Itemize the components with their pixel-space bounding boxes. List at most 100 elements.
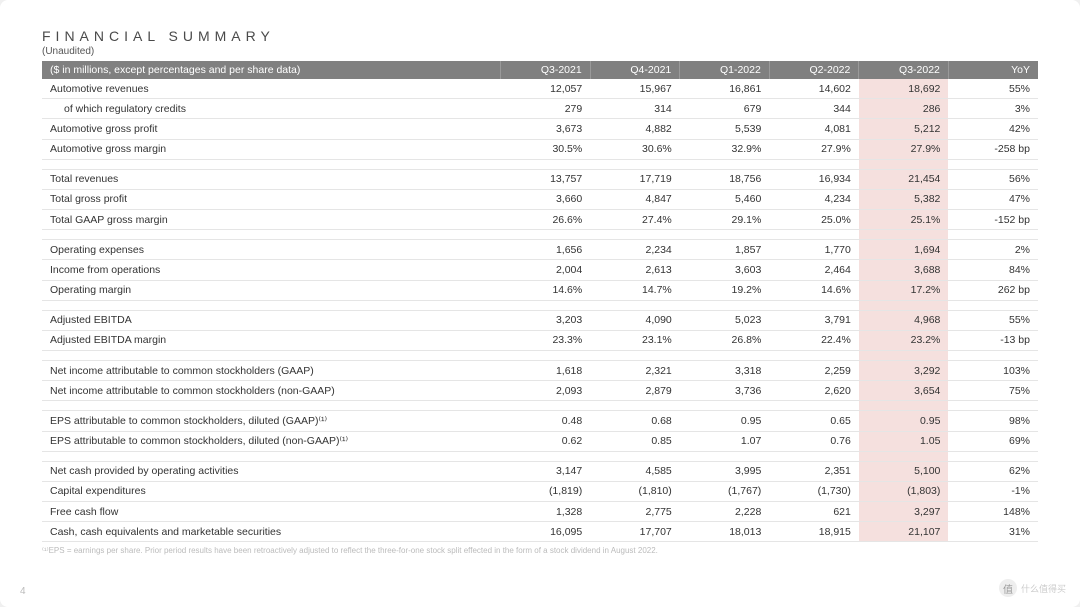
cell: 4,585 [590, 461, 680, 481]
cell: 18,756 [680, 169, 770, 189]
cell: 3,688 [859, 260, 949, 280]
table-row: Net income attributable to common stockh… [42, 361, 1038, 381]
cell: 5,382 [859, 189, 949, 209]
cell: 3,660 [501, 189, 591, 209]
cell: 0.85 [590, 431, 680, 451]
table-row: Automotive gross profit3,6734,8825,5394,… [42, 119, 1038, 139]
cell: 2,613 [590, 260, 680, 280]
cell: 21,454 [859, 169, 949, 189]
cell: -1% [948, 481, 1038, 501]
row-label: Automotive revenues [42, 79, 501, 99]
cell: 4,081 [769, 119, 859, 139]
cell: 2,879 [590, 381, 680, 401]
cell: 18,915 [769, 522, 859, 542]
cell: 1,618 [501, 361, 591, 381]
table-row: Operating expenses1,6562,2341,8571,7701,… [42, 240, 1038, 260]
table-row: Adjusted EBITDA margin23.3%23.1%26.8%22.… [42, 330, 1038, 350]
cell: 22.4% [769, 330, 859, 350]
row-label: Automotive gross margin [42, 139, 501, 159]
cell: 98% [948, 411, 1038, 431]
cell: 18,692 [859, 79, 949, 99]
row-label: Free cash flow [42, 502, 501, 522]
cell: 2,004 [501, 260, 591, 280]
table-row [42, 300, 1038, 310]
table-row: Operating margin14.6%14.7%19.2%14.6%17.2… [42, 280, 1038, 300]
table-row [42, 451, 1038, 461]
cell: 3,318 [680, 361, 770, 381]
cell: 0.95 [680, 411, 770, 431]
cell: 3,147 [501, 461, 591, 481]
cell: 344 [769, 99, 859, 119]
cell: 3,791 [769, 310, 859, 330]
cell: -152 bp [948, 210, 1038, 230]
cell: 27.4% [590, 210, 680, 230]
row-label: Adjusted EBITDA [42, 310, 501, 330]
cell: 4,090 [590, 310, 680, 330]
cell: 5,212 [859, 119, 949, 139]
cell: (1,730) [769, 481, 859, 501]
table-header: ($ in millions, except percentages and p… [42, 61, 1038, 79]
col-header-Q1-2022: Q1-2022 [680, 61, 770, 79]
cell: 3,654 [859, 381, 949, 401]
cell: 0.62 [501, 431, 591, 451]
table-row [42, 401, 1038, 411]
cell: 1,694 [859, 240, 949, 260]
table-row: Income from operations2,0042,6133,6032,4… [42, 260, 1038, 280]
cell: 23.2% [859, 330, 949, 350]
cell: 1.07 [680, 431, 770, 451]
cell: 1,656 [501, 240, 591, 260]
page-title: FINANCIAL SUMMARY [42, 28, 1038, 44]
cell: 17.2% [859, 280, 949, 300]
cell: 75% [948, 381, 1038, 401]
cell: 69% [948, 431, 1038, 451]
cell: 2,321 [590, 361, 680, 381]
row-label: Automotive gross profit [42, 119, 501, 139]
row-label: EPS attributable to common stockholders,… [42, 411, 501, 431]
page-container: FINANCIAL SUMMARY (Unaudited) ($ in mill… [0, 0, 1080, 607]
cell: 2,464 [769, 260, 859, 280]
cell: 0.95 [859, 411, 949, 431]
cell: 3,673 [501, 119, 591, 139]
cell: 286 [859, 99, 949, 119]
cell: 2% [948, 240, 1038, 260]
cell: 103% [948, 361, 1038, 381]
table-row: Free cash flow1,3282,7752,2286213,297148… [42, 502, 1038, 522]
table-row: Net cash provided by operating activitie… [42, 461, 1038, 481]
cell: -13 bp [948, 330, 1038, 350]
row-label: Income from operations [42, 260, 501, 280]
cell: 15,967 [590, 79, 680, 99]
table-row: Automotive revenues12,05715,96716,86114,… [42, 79, 1038, 99]
cell: 4,968 [859, 310, 949, 330]
cell: 2,228 [680, 502, 770, 522]
cell: 1,328 [501, 502, 591, 522]
cell: (1,819) [501, 481, 591, 501]
cell: 1.05 [859, 431, 949, 451]
cell: 55% [948, 79, 1038, 99]
cell: 17,707 [590, 522, 680, 542]
table-row: EPS attributable to common stockholders,… [42, 411, 1038, 431]
table-body: Automotive revenues12,05715,96716,86114,… [42, 79, 1038, 542]
cell: 314 [590, 99, 680, 119]
cell: 0.48 [501, 411, 591, 431]
financial-table: ($ in millions, except percentages and p… [42, 61, 1038, 542]
row-label: EPS attributable to common stockholders,… [42, 431, 501, 451]
row-label: Cash, cash equivalents and marketable se… [42, 522, 501, 542]
watermark: 值 什么值得买 [999, 579, 1066, 597]
cell: 23.3% [501, 330, 591, 350]
cell: 19.2% [680, 280, 770, 300]
table-row: EPS attributable to common stockholders,… [42, 431, 1038, 451]
col-header-Q4-2021: Q4-2021 [590, 61, 680, 79]
cell: 621 [769, 502, 859, 522]
cell: 30.6% [590, 139, 680, 159]
cell: 3,203 [501, 310, 591, 330]
cell: 0.76 [769, 431, 859, 451]
table-row: Cash, cash equivalents and marketable se… [42, 522, 1038, 542]
col-header-Q3-2021: Q3-2021 [501, 61, 591, 79]
row-label: of which regulatory credits [42, 99, 501, 119]
cell: 262 bp [948, 280, 1038, 300]
cell: 13,757 [501, 169, 591, 189]
cell: 4,234 [769, 189, 859, 209]
row-label: Adjusted EBITDA margin [42, 330, 501, 350]
cell: (1,767) [680, 481, 770, 501]
cell: 4,847 [590, 189, 680, 209]
